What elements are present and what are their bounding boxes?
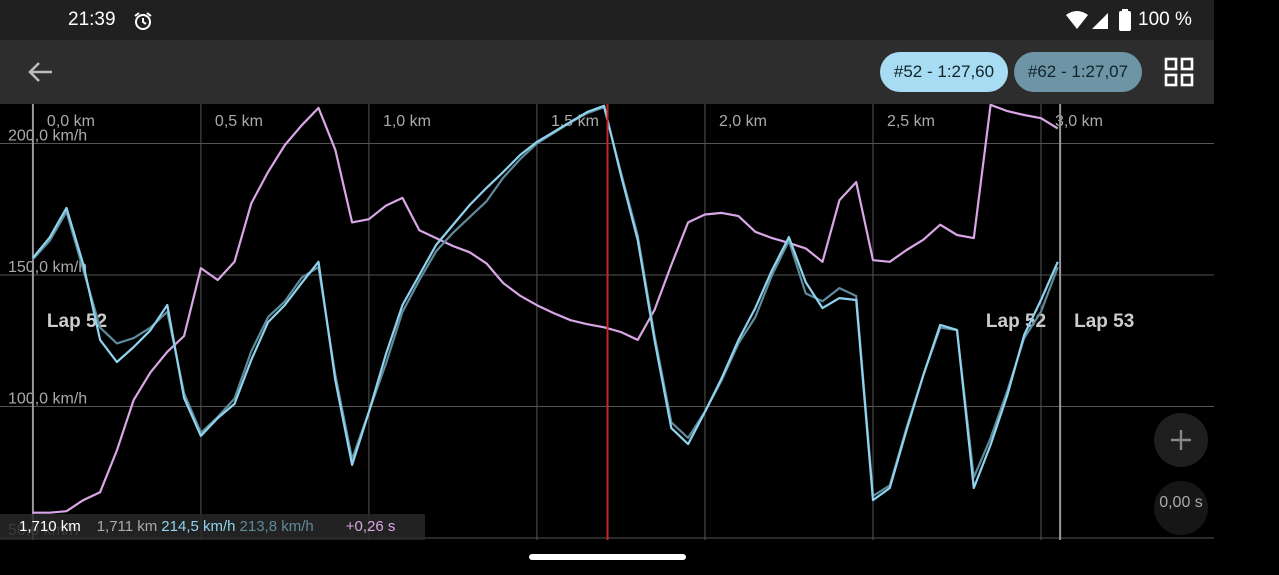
delta-button[interactable] — [1153, 480, 1209, 536]
x-tick-label: 2,0 km — [719, 113, 767, 130]
readout-value: 1,710 km — [19, 518, 81, 535]
x-tick-label: 0,5 km — [215, 113, 263, 130]
lap-chip[interactable]: #62 - 1:27,07 — [1014, 52, 1142, 92]
series-line — [32, 104, 1059, 514]
y-tick-label: 100,0 km/h — [8, 390, 87, 407]
readout-value: 213,8 km/h — [239, 518, 314, 535]
series-line — [32, 106, 1059, 497]
add-button[interactable] — [1153, 412, 1209, 468]
signal-icons — [1066, 11, 1108, 29]
nav-handle[interactable] — [529, 554, 686, 560]
battery-level: 100 % — [1138, 9, 1192, 30]
grid-button[interactable] — [1164, 57, 1194, 87]
y-tick-label: 200,0 km/h — [8, 127, 87, 144]
lap-label: Lap 53 — [1074, 311, 1134, 332]
y-tick-label: 150,0 km/h — [8, 259, 87, 276]
x-tick-label: 3,0 km — [1055, 113, 1103, 130]
lap-chip[interactable]: #52 - 1:27,60 — [880, 52, 1008, 92]
x-tick-label: 1,5 km — [551, 113, 599, 130]
readout-value: 214,5 km/h — [161, 518, 236, 535]
delta-total: 0,00 s — [1159, 494, 1203, 511]
x-tick-label: 2,5 km — [887, 113, 935, 130]
lap-label: Lap 52 — [986, 311, 1046, 332]
status-bar: 21:39 100 % — [0, 0, 1214, 40]
back-button[interactable] — [26, 60, 54, 84]
clock: 21:39 — [68, 9, 116, 30]
x-tick-label: 1,0 km — [383, 113, 431, 130]
readout-value: 1,711 km — [96, 518, 158, 535]
readout-value: +0,26 s — [345, 518, 396, 535]
series-line — [32, 104, 1059, 502]
lap-label: Lap 52 — [47, 311, 107, 332]
readout: 1,710 km 1,711 km 214,5 km/h 213,8 km/h +0,2… — [0, 514, 425, 540]
toolbar: #52 - 1:27,60 #62 - 1:27,07 — [0, 40, 1214, 104]
battery-icon — [1119, 9, 1131, 31]
alarm-icon — [134, 12, 152, 30]
x-tick-label: 0,0 km — [47, 113, 95, 130]
